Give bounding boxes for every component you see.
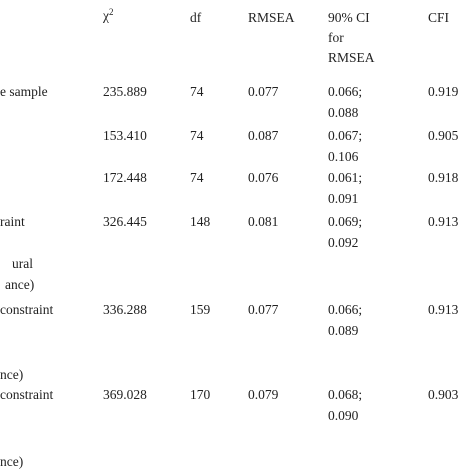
cell-rmsea: 0.087 <box>248 128 279 143</box>
header-ci-2: for <box>328 30 344 45</box>
row-label: e sample <box>0 84 48 99</box>
cell-ci: 0.092 <box>328 235 359 250</box>
header-rmsea: RMSEA <box>248 10 295 25</box>
row-label: constraint <box>0 302 54 317</box>
cell-df: 148 <box>190 214 211 229</box>
cell-chi2: 326.445 <box>103 214 147 229</box>
cell-ci: 0.091 <box>328 191 359 206</box>
cell-rmsea: 0.077 <box>248 84 279 99</box>
cell-rmsea: 0.077 <box>248 302 279 317</box>
cell-chi2: 172.448 <box>103 170 147 185</box>
row-label: ance) <box>5 277 35 292</box>
cell-ci: 0.067; <box>328 128 363 143</box>
cell-cfi: 0.903 <box>428 387 459 402</box>
chi-superscript: 2 <box>109 7 114 17</box>
cell-cfi: 0.905 <box>428 128 459 143</box>
row-label: nce) <box>0 367 24 382</box>
cell-cfi: 0.913 <box>428 214 459 229</box>
cell-chi2: 369.028 <box>103 387 147 402</box>
header-ci-1: 90% CI <box>328 10 370 25</box>
chi-symbol: χ <box>103 8 109 23</box>
cell-chi2: 153.410 <box>103 128 147 143</box>
cell-ci: 0.106 <box>328 149 359 164</box>
cell-ci: 0.061; <box>328 170 363 185</box>
cell-chi2: 336.288 <box>103 302 147 317</box>
header-chi2: χ2 <box>103 4 114 24</box>
row-label: ural <box>12 256 33 271</box>
cell-df: 159 <box>190 302 211 317</box>
cell-cfi: 0.918 <box>428 170 459 185</box>
cell-ci: 0.088 <box>328 105 359 120</box>
cell-df: 170 <box>190 387 211 402</box>
cell-ci: 0.066; <box>328 84 363 99</box>
header-cfi: CFI <box>428 10 450 25</box>
cell-rmsea: 0.079 <box>248 387 279 402</box>
header-df: df <box>190 10 202 25</box>
cell-chi2: 235.889 <box>103 84 147 99</box>
cell-df: 74 <box>190 84 204 99</box>
cell-rmsea: 0.076 <box>248 170 279 185</box>
cell-df: 74 <box>190 128 204 143</box>
cell-ci: 0.090 <box>328 408 359 423</box>
cell-ci: 0.089 <box>328 323 359 338</box>
cell-cfi: 0.919 <box>428 84 459 99</box>
cell-df: 74 <box>190 170 204 185</box>
row-label: nce) <box>0 454 24 469</box>
cell-ci: 0.069; <box>328 214 363 229</box>
cell-ci: 0.068; <box>328 387 363 402</box>
cell-rmsea: 0.081 <box>248 214 279 229</box>
header-ci-3: RMSEA <box>328 50 375 65</box>
row-label: constraint <box>0 387 54 402</box>
cell-cfi: 0.913 <box>428 302 459 317</box>
cell-ci: 0.066; <box>328 302 363 317</box>
row-label: raint <box>0 214 25 229</box>
